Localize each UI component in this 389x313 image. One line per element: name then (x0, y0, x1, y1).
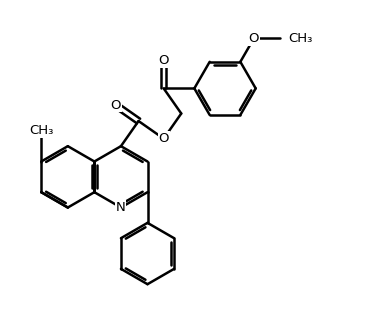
Text: O: O (158, 132, 169, 145)
Text: CH₃: CH₃ (29, 124, 53, 137)
Text: O: O (111, 99, 121, 112)
Text: O: O (249, 32, 259, 45)
Text: N: N (116, 201, 126, 214)
Text: O: O (158, 54, 169, 67)
Text: CH₃: CH₃ (289, 32, 313, 45)
